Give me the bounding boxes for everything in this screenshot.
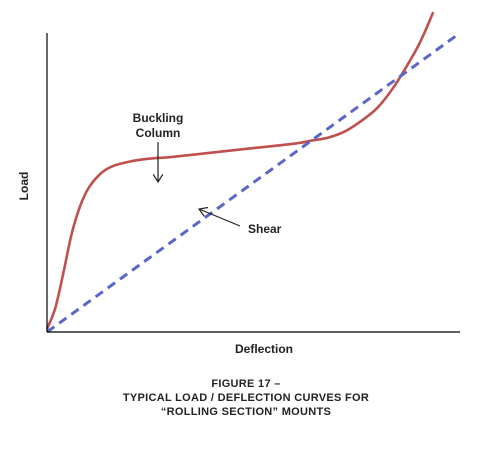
buckling-column-annotation: Buckling Column [133, 111, 184, 140]
caption-line-2: TYPICAL LOAD / DEFLECTION CURVES FOR [122, 392, 370, 404]
buckling-column-series-line [45, 11, 435, 330]
shear-series-line [46, 31, 461, 334]
caption-line-1: FIGURE 17 – [211, 378, 281, 390]
annotation-line: Buckling [133, 111, 184, 125]
x-axis-label: Deflection [235, 342, 293, 356]
shear-arrow [199, 209, 241, 227]
annotation-line: Column [136, 126, 181, 140]
shear-annotation: Shear [248, 222, 282, 236]
y-axis-label: Load [17, 172, 31, 201]
caption-line-3: “ROLLING SECTION” MOUNTS [160, 406, 332, 418]
figure-caption: FIGURE 17 – TYPICAL LOAD / DEFLECTION CU… [0, 377, 492, 419]
